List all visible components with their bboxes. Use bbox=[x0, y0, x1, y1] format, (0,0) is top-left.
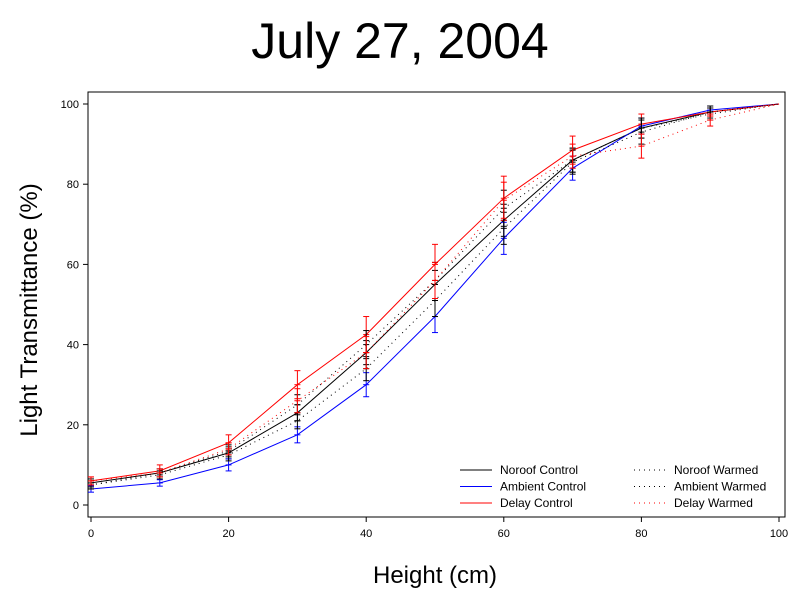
plot-frame bbox=[87, 91, 786, 518]
series-2 bbox=[88, 103, 780, 486]
x-tick-label: 60 bbox=[498, 528, 510, 540]
legend-label: Noroof Control bbox=[500, 463, 578, 477]
legend-item: Delay Control bbox=[460, 496, 573, 510]
series-3 bbox=[88, 103, 780, 490]
error-bar bbox=[500, 181, 507, 219]
legend-label: Noroof Warmed bbox=[674, 463, 758, 477]
error-bar bbox=[432, 261, 438, 299]
x-tick-label: 0 bbox=[88, 528, 94, 540]
legend-label: Delay Control bbox=[500, 496, 573, 510]
y-tick-label: 0 bbox=[73, 500, 79, 512]
legend-label: Delay Warmed bbox=[674, 496, 753, 510]
legend: Noroof Control Ambient Control Delay Contr… bbox=[460, 463, 766, 510]
error-bar bbox=[569, 143, 576, 169]
error-bar bbox=[294, 388, 301, 414]
x-tick-label: 20 bbox=[222, 528, 234, 540]
series-4 bbox=[88, 103, 780, 490]
error-bar bbox=[156, 468, 163, 478]
legend-item: Noroof Control bbox=[460, 463, 578, 477]
series-line bbox=[90, 103, 780, 486]
x-tick-label: 100 bbox=[770, 528, 788, 540]
legend-item: Ambient Control bbox=[460, 480, 586, 494]
y-tick-label: 60 bbox=[67, 259, 79, 271]
legend-label: Ambient Warmed bbox=[674, 480, 766, 494]
x-tick-label: 80 bbox=[635, 528, 647, 540]
error-bar bbox=[707, 113, 714, 127]
legend-item: Ambient Warmed bbox=[634, 480, 766, 494]
series-layer bbox=[88, 103, 780, 493]
legend-label: Ambient Control bbox=[500, 480, 586, 494]
error-bar bbox=[88, 476, 94, 486]
legend-item: Delay Warmed bbox=[634, 496, 753, 510]
series-5 bbox=[88, 103, 780, 486]
series-0 bbox=[88, 103, 780, 488]
y-tick-label: 100 bbox=[61, 99, 79, 111]
error-bar bbox=[294, 426, 301, 444]
error-bar bbox=[225, 442, 232, 456]
chart-title: July 27, 2004 bbox=[251, 13, 549, 69]
y-tick-label: 40 bbox=[67, 340, 79, 352]
x-axis-label: Height (cm) bbox=[372, 562, 498, 589]
axes-layer: 0 20 40 60 80 100 0 20 40 60 80 100 bbox=[61, 99, 789, 540]
x-tick-label: 40 bbox=[360, 528, 372, 540]
y-tick-label: 20 bbox=[67, 420, 79, 432]
error-bar bbox=[363, 336, 370, 370]
y-axis-label: Light Transmittance (%) bbox=[16, 183, 43, 437]
error-bar bbox=[156, 479, 163, 487]
legend-item: Noroof Warmed bbox=[634, 463, 758, 477]
error-bar bbox=[638, 133, 645, 159]
y-tick-label: 80 bbox=[67, 179, 79, 191]
